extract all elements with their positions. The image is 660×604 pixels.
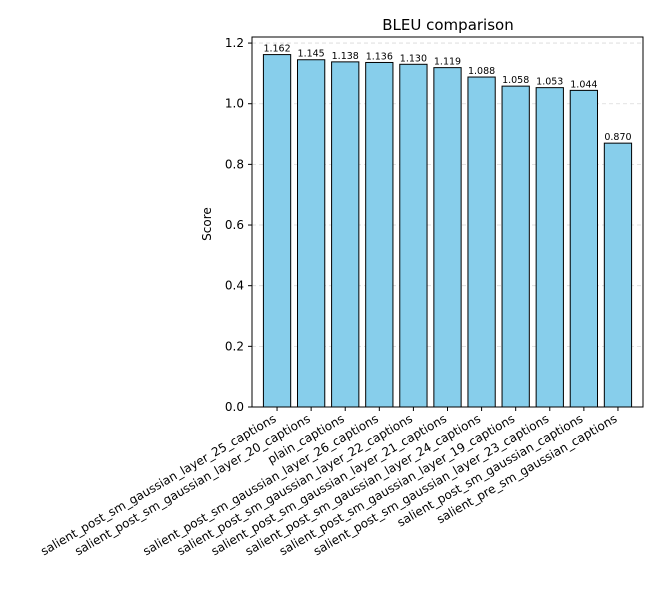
y-tick-layer: 0.0 0.2 0.4 0.6 0.8 1.0 1.2 — [225, 36, 252, 414]
bar-value-label: 1.138 — [332, 51, 359, 62]
bar-value-label: 0.870 — [604, 132, 631, 143]
bar-5 — [399, 63, 428, 408]
bar-value-label: 1.130 — [400, 53, 427, 64]
bar-9 — [535, 87, 564, 408]
bar-8 — [501, 85, 530, 408]
x-tick-layer: salient_post_sm_gaussian_layer_25_captio… — [38, 407, 619, 558]
bar-2 — [297, 59, 326, 408]
y-tick-label: 0.0 — [225, 400, 244, 414]
chart-title: BLEU comparison — [382, 16, 513, 34]
bar-4 — [365, 61, 394, 408]
bar-value-label: 1.119 — [434, 57, 461, 68]
y-tick-label: 0.4 — [225, 279, 244, 293]
y-tick-label: 0.6 — [225, 218, 244, 232]
y-tick-label: 1.2 — [225, 36, 244, 50]
bar-10 — [569, 89, 599, 408]
y-tick-label: 0.2 — [225, 339, 244, 353]
bar-3 — [331, 61, 360, 408]
bar-value-label: 1.136 — [366, 51, 393, 62]
bar-value-label: 1.088 — [468, 66, 495, 77]
y-tick-label: 0.8 — [225, 157, 244, 171]
bar-value-label: 1.145 — [298, 49, 325, 60]
y-axis-label: Score — [200, 207, 214, 241]
bar-value-label: 1.053 — [536, 77, 563, 88]
value-label-layer: 1.162 1.145 1.138 1.136 1.130 1.119 1.088 1.058… — [263, 44, 631, 144]
bar-value-label: 1.162 — [263, 44, 290, 55]
bar-1 — [262, 54, 292, 408]
bar-value-label: 1.058 — [502, 75, 529, 86]
bars-layer — [262, 54, 633, 408]
bar-11 — [603, 142, 633, 408]
bar-value-label: 1.044 — [570, 79, 597, 90]
bar-7 — [467, 76, 496, 408]
bar-6 — [433, 67, 462, 408]
y-tick-label: 1.0 — [225, 97, 244, 111]
